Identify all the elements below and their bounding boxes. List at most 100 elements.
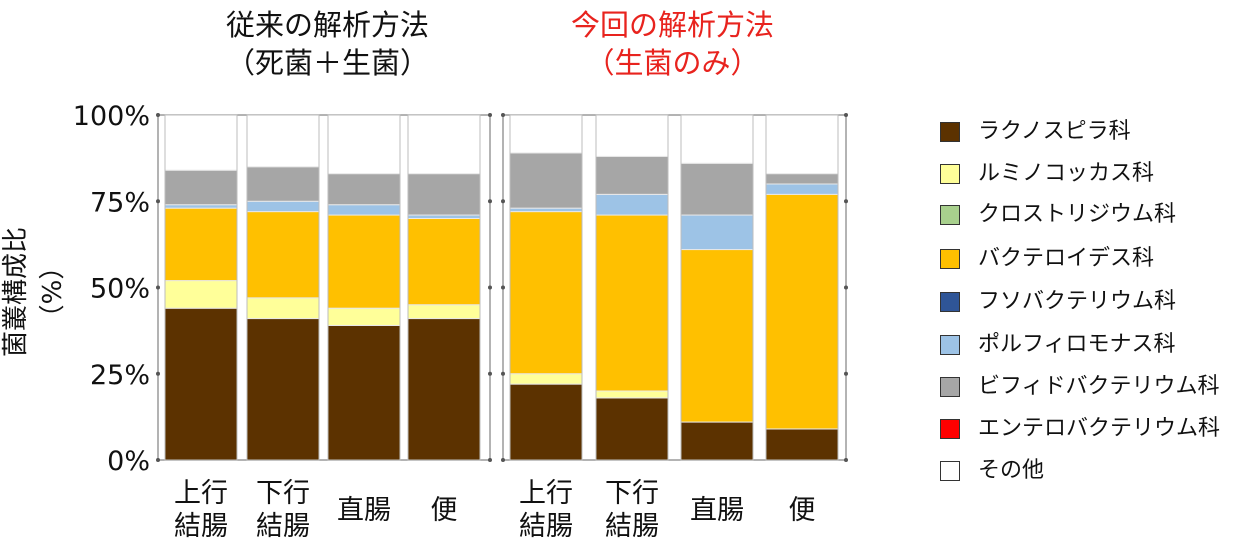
bar-segment [164,169,238,206]
bar-segment [327,307,401,326]
y-tick-mark [501,199,505,204]
x-tick-label-line1: 下行 [256,478,310,509]
x-tick-label-line1: 便 [430,495,458,526]
bar-segment [407,318,481,461]
legend-label: ポルフィロモナス科 [978,332,1176,357]
x-tick-label-line2: 結腸 [605,511,659,542]
bar-segment [765,193,839,430]
legend-swatch [940,249,960,269]
bar-segment [407,173,481,216]
bar-segment [680,162,754,216]
bar-segment [327,173,401,206]
x-tick-label: 便 [399,494,489,527]
y-tick-mark [501,458,505,462]
x-tick-label: 直腸 [319,494,409,527]
y-tick-label: 25% [90,360,150,391]
legend-label: バクテロイデス科 [978,246,1155,271]
x-tick-label: 便 [757,494,847,527]
bar-segment [680,249,754,423]
legend-swatch [940,377,960,397]
bar-segment [595,155,669,195]
x-tick-label-line1: 直腸 [337,495,391,526]
bar-segment [407,114,481,175]
y-tick-mark [488,199,492,204]
x-tick-label-line2: 結腸 [519,511,573,542]
bar-outline [164,114,238,461]
x-tick-label-line2: 結腸 [174,511,228,542]
bar-segment [164,114,238,171]
bar-segment [765,114,839,175]
bar-segment [765,173,839,185]
bar-segment [765,428,839,461]
bar-segment [765,183,839,195]
bar-segment [407,218,481,306]
bar-segment [680,114,754,164]
y-tick-label: 100% [73,101,150,132]
x-tick-label: 上行 結腸 [156,477,246,543]
group-title-new: 今回の解析方法 （生菌のみ） [500,6,845,82]
legend-label: フソバクテリウム科 [978,289,1177,314]
x-tick-label: 下行 結腸 [587,477,677,543]
legend-swatch [940,164,960,184]
bar-outline [595,114,669,461]
x-tick-label-line1: 上行 [174,478,228,509]
bar-segment [509,114,583,154]
x-tick-label-line1: 直腸 [690,495,744,526]
bar-segment [164,307,238,461]
bar-segment [595,397,669,461]
y-tick-label: 50% [90,274,150,305]
y-tick-mark [501,113,505,117]
bar-segment [164,207,238,282]
y-tick-mark [501,285,505,290]
bar-segment [509,152,583,209]
bar-segment [327,114,401,175]
legend-swatch [940,461,960,481]
bar-segment [327,324,401,461]
legend-swatch [940,205,960,225]
group-title-new-line1: 今回の解析方法 [570,8,774,42]
y-tick-mark [844,199,848,204]
x-tick-label-line1: 上行 [519,478,573,509]
y-tick-mark [488,371,492,376]
bar-outline [509,114,583,461]
bar-segment [327,214,401,309]
legend-label: クロストリジウム科 [978,202,1177,227]
bar-outline [327,114,401,461]
bar-segment [680,214,754,251]
x-tick-label: 上行 結腸 [501,477,591,543]
group-title-new-line2: （生菌のみ） [585,46,760,80]
bar-segment [595,390,669,399]
bar-segment [407,214,481,220]
group-title-conventional-line2: （死菌＋生菌） [225,46,429,80]
group-title-conventional-line1: 従来の解析方法 [225,8,429,42]
x-tick-label: 直腸 [672,494,762,527]
bar-segment [164,204,238,209]
legend-swatch [940,122,960,142]
bar-segment [327,204,401,216]
y-tick-mark [844,113,848,117]
bar-outline [680,114,754,461]
bar-segment [246,297,320,320]
y-tick-mark [156,285,160,290]
legend-swatch [940,335,960,355]
group-title-conventional: 従来の解析方法 （死菌＋生菌） [160,6,495,82]
y-tick-mark [501,371,505,376]
bar-segment [509,383,583,461]
legend-label: エンテロバクテリウム科 [978,416,1221,441]
bar-segment [595,114,669,157]
legend-label: ルミノコッカス科 [978,161,1155,186]
y-tick-label: 75% [90,187,150,218]
bar-outline [246,114,320,461]
y-tick-mark [488,458,492,462]
legend-swatch [940,292,960,312]
bar-segment [407,304,481,320]
bar-outline [765,114,839,461]
x-tick-label: 下行 結腸 [238,477,328,543]
y-tick-mark [488,113,492,117]
y-tick-mark [844,371,848,376]
bar-segment [509,211,583,375]
legend-label: ラクノスピラ科 [978,119,1131,144]
y-tick-mark [156,113,160,117]
y-tick-mark [844,285,848,290]
